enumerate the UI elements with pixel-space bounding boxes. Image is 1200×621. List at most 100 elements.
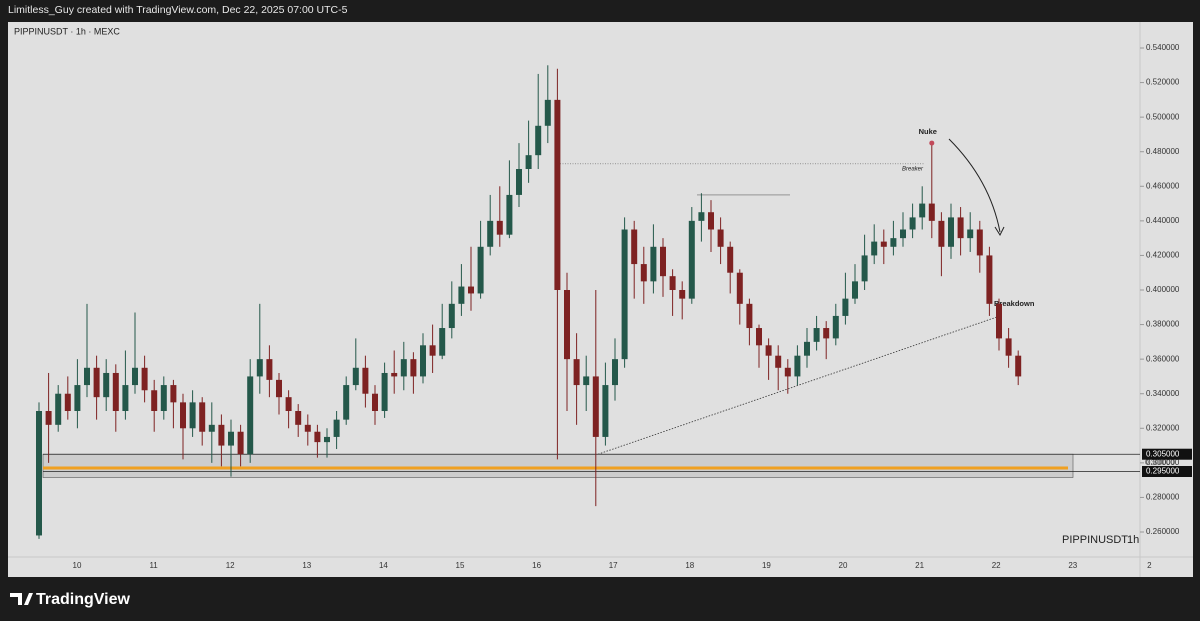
candle-body	[112, 372, 119, 411]
candle-body	[592, 376, 599, 437]
candle-body	[861, 255, 868, 282]
candle-body	[304, 424, 311, 432]
brand-logo: TradingView	[10, 591, 131, 608]
candle-body	[1015, 355, 1022, 377]
candle-body	[496, 220, 503, 235]
candle-body	[256, 359, 263, 377]
candle-body	[468, 286, 474, 294]
candle-body	[516, 169, 522, 195]
candle-body	[938, 220, 945, 247]
candle-body	[247, 376, 254, 455]
candle-body	[804, 341, 810, 356]
candle-body	[775, 355, 782, 368]
candle-body	[698, 212, 705, 221]
candle-body	[103, 372, 110, 398]
candle-body	[583, 376, 590, 386]
candle-body	[276, 379, 282, 398]
chart-title: PIPPINUSDT · 1h · MEXC	[14, 26, 120, 36]
candle-body	[948, 217, 954, 247]
candle-body	[237, 431, 244, 455]
candle-body	[554, 99, 561, 290]
candle-body	[448, 303, 455, 329]
candle-body	[151, 390, 158, 411]
candle-body	[391, 372, 398, 377]
y-tick-label: 0.400000	[1146, 285, 1180, 294]
candle-body	[976, 229, 983, 256]
candle-body	[199, 402, 206, 432]
candle-body	[996, 303, 1002, 339]
x-tick-label: 16	[532, 561, 541, 570]
x-tick-label: 23	[1068, 561, 1077, 570]
price-badge	[1142, 448, 1192, 460]
y-tick-label: 0.440000	[1146, 216, 1180, 225]
x-tick-label: 17	[609, 561, 618, 570]
x-tick-label: 11	[149, 561, 158, 570]
candle-body	[669, 276, 676, 290]
candle-body	[477, 246, 484, 294]
candle-body	[727, 246, 734, 273]
candle-body	[650, 246, 657, 282]
candle-body	[535, 125, 542, 156]
candle-body	[765, 345, 772, 356]
candle-body	[784, 367, 791, 377]
nuke-dot	[929, 140, 935, 146]
candle-body	[74, 385, 81, 411]
brand-icon	[10, 593, 33, 605]
y-tick-label: 0.260000	[1146, 527, 1180, 536]
candle-body	[631, 229, 638, 265]
candle-body	[189, 402, 196, 429]
x-tick-label: 2	[1147, 561, 1152, 570]
candle-body	[746, 303, 753, 329]
candle-body	[458, 286, 465, 304]
price-badge	[1142, 466, 1192, 477]
x-tick-label: 19	[762, 561, 771, 570]
y-tick-label: 0.420000	[1146, 251, 1180, 260]
y-tick-label: 0.380000	[1146, 320, 1180, 329]
y-tick-label: 0.320000	[1146, 423, 1180, 432]
candle-body	[381, 372, 388, 411]
candle-body	[372, 393, 378, 411]
candle-body	[36, 411, 42, 536]
candle-body	[621, 229, 628, 360]
candle-body	[362, 367, 369, 394]
candle-body	[160, 385, 167, 411]
candle-body	[544, 99, 551, 126]
candle-body	[794, 355, 801, 377]
candle-body	[55, 393, 62, 425]
candle-body	[180, 402, 186, 429]
breaker-label: Breaker	[902, 166, 924, 172]
candle-body	[218, 424, 225, 446]
arrow-head	[994, 226, 1005, 237]
candle-body	[343, 385, 350, 420]
watermark-interval: 1h	[1127, 534, 1139, 546]
y-tick-label: 0.460000	[1146, 181, 1180, 190]
candle-body	[688, 220, 695, 299]
candle-body	[45, 411, 52, 425]
credit: Limitless_Guy created with TradingView.c…	[8, 4, 348, 16]
x-tick-label: 12	[226, 561, 235, 570]
x-tick-label: 14	[379, 561, 388, 570]
candle-body	[708, 212, 714, 230]
candle-body	[170, 385, 177, 403]
candle-body	[900, 229, 906, 239]
price-badge-label: 0.305000	[1146, 449, 1180, 458]
candle-body	[122, 385, 129, 411]
candle-body	[266, 359, 273, 380]
candle-body	[890, 238, 897, 247]
y-tick-label: 0.300000	[1146, 458, 1180, 467]
candle-body	[333, 419, 340, 437]
candle-body	[602, 385, 609, 437]
y-tick-label: 0.480000	[1146, 147, 1180, 156]
candle-body	[909, 217, 916, 230]
y-tick-label: 0.360000	[1146, 354, 1180, 363]
candle-body	[957, 217, 964, 239]
candle-body	[429, 345, 436, 356]
support-zone	[42, 453, 1074, 478]
y-tick-label: 0.540000	[1146, 43, 1180, 52]
candle-body	[717, 229, 724, 247]
candle-body	[967, 229, 974, 239]
candle-body	[832, 315, 839, 339]
y-tick-label: 0.280000	[1146, 493, 1180, 502]
x-tick-label: 21	[915, 561, 924, 570]
